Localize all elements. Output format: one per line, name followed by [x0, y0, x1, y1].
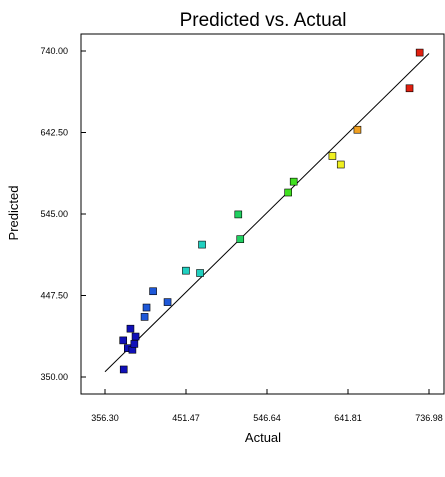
data-point — [149, 287, 157, 296]
y-axis-label: Predicted — [6, 186, 21, 241]
data-point — [405, 84, 414, 93]
data-point — [198, 240, 206, 249]
x-axis-label: Actual — [245, 430, 281, 445]
chart-title: Predicted vs. Actual — [180, 10, 347, 31]
y-tick-label: 740.00 — [40, 46, 68, 56]
data-point — [234, 210, 243, 219]
data-point — [336, 160, 345, 169]
data-point — [196, 269, 204, 277]
data-point — [142, 303, 151, 312]
data-point — [140, 313, 149, 321]
x-tick-label: 736.98 — [415, 413, 443, 423]
y-tick-label: 350.00 — [40, 372, 68, 382]
diagonal-fit-line — [104, 53, 430, 373]
y-tick-label: 545.00 — [40, 209, 68, 219]
data-point — [284, 188, 292, 197]
x-tick-label: 546.64 — [253, 413, 281, 423]
x-tick-label: 641.81 — [334, 413, 362, 423]
y-tick-label: 642.50 — [40, 128, 68, 138]
x-axis-ticks: 356.30 451.47 546.64 641.81 736.98 — [91, 389, 443, 423]
data-point — [163, 298, 172, 306]
data-point — [182, 266, 190, 275]
x-tick-label: 451.47 — [172, 413, 200, 423]
data-point — [119, 365, 128, 374]
data-points — [119, 48, 424, 374]
data-point — [328, 152, 337, 160]
y-tick-label: 447.50 — [40, 291, 68, 301]
data-point — [126, 324, 135, 333]
x-tick-label: 356.30 — [91, 413, 119, 423]
data-point — [353, 125, 362, 134]
data-point — [130, 340, 139, 348]
data-point — [131, 332, 140, 341]
data-point — [119, 336, 128, 345]
data-point — [289, 177, 298, 186]
data-point — [236, 235, 245, 243]
y-axis-ticks: 350.00 447.50 545.00 642.50 740.00 — [40, 46, 86, 382]
data-point — [415, 48, 424, 57]
